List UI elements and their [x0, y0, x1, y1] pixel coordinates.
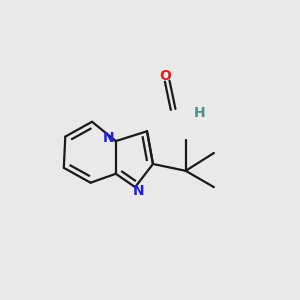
- Text: H: H: [194, 106, 206, 120]
- Text: N: N: [132, 184, 144, 198]
- Text: N: N: [103, 130, 114, 145]
- Text: O: O: [159, 69, 171, 83]
